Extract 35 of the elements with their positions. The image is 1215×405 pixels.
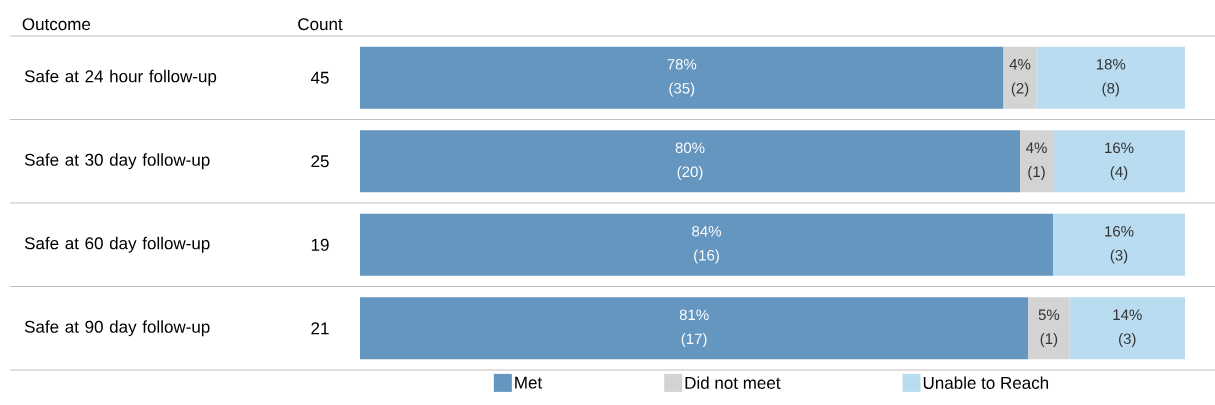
data-label: 81% (17) bbox=[679, 309, 709, 348]
bar bbox=[1036, 46, 1186, 109]
data-label: 4% (2) bbox=[1009, 59, 1031, 97]
y-tick-label: Safe at 60 day follow-up bbox=[24, 236, 210, 253]
bar bbox=[1028, 297, 1070, 360]
data-label: 78% (35) bbox=[667, 58, 697, 97]
bar bbox=[1053, 130, 1186, 193]
data-label: 16% (4) bbox=[1105, 142, 1134, 181]
bar bbox=[360, 46, 1004, 109]
text: Count bbox=[298, 18, 343, 31]
data-label: 80% (20) bbox=[675, 142, 705, 181]
text: 45 bbox=[310, 71, 329, 84]
bar bbox=[1069, 297, 1186, 360]
text: 19 bbox=[311, 238, 329, 251]
text: 25 bbox=[311, 155, 329, 168]
bar bbox=[360, 130, 1021, 193]
data-label: 14% (3) bbox=[1113, 309, 1142, 348]
text: 21 bbox=[311, 322, 329, 335]
data-label: 4% (1) bbox=[1026, 142, 1047, 181]
bar bbox=[360, 213, 1054, 276]
y-tick-label: Safe at 24 hour follow-up bbox=[24, 69, 217, 86]
legend-label: Met bbox=[515, 376, 543, 389]
data-label: 84% (16) bbox=[692, 225, 721, 264]
data-label: 16% (3) bbox=[1105, 225, 1134, 264]
data-label: 18% (8) bbox=[1096, 58, 1126, 97]
bar bbox=[1020, 130, 1054, 193]
legend-label: Unable to Reach bbox=[923, 376, 1049, 389]
legend-label: Did not meet bbox=[685, 376, 781, 389]
bar bbox=[360, 297, 1029, 360]
y-tick-label: Safe at 90 day follow-up bbox=[24, 320, 210, 337]
bar bbox=[1053, 213, 1186, 276]
data-label: 5% (1) bbox=[1038, 309, 1060, 348]
text: Outcome bbox=[22, 18, 91, 31]
y-tick-label: Safe at 30 day follow-up bbox=[24, 153, 210, 170]
bar bbox=[1003, 46, 1037, 109]
